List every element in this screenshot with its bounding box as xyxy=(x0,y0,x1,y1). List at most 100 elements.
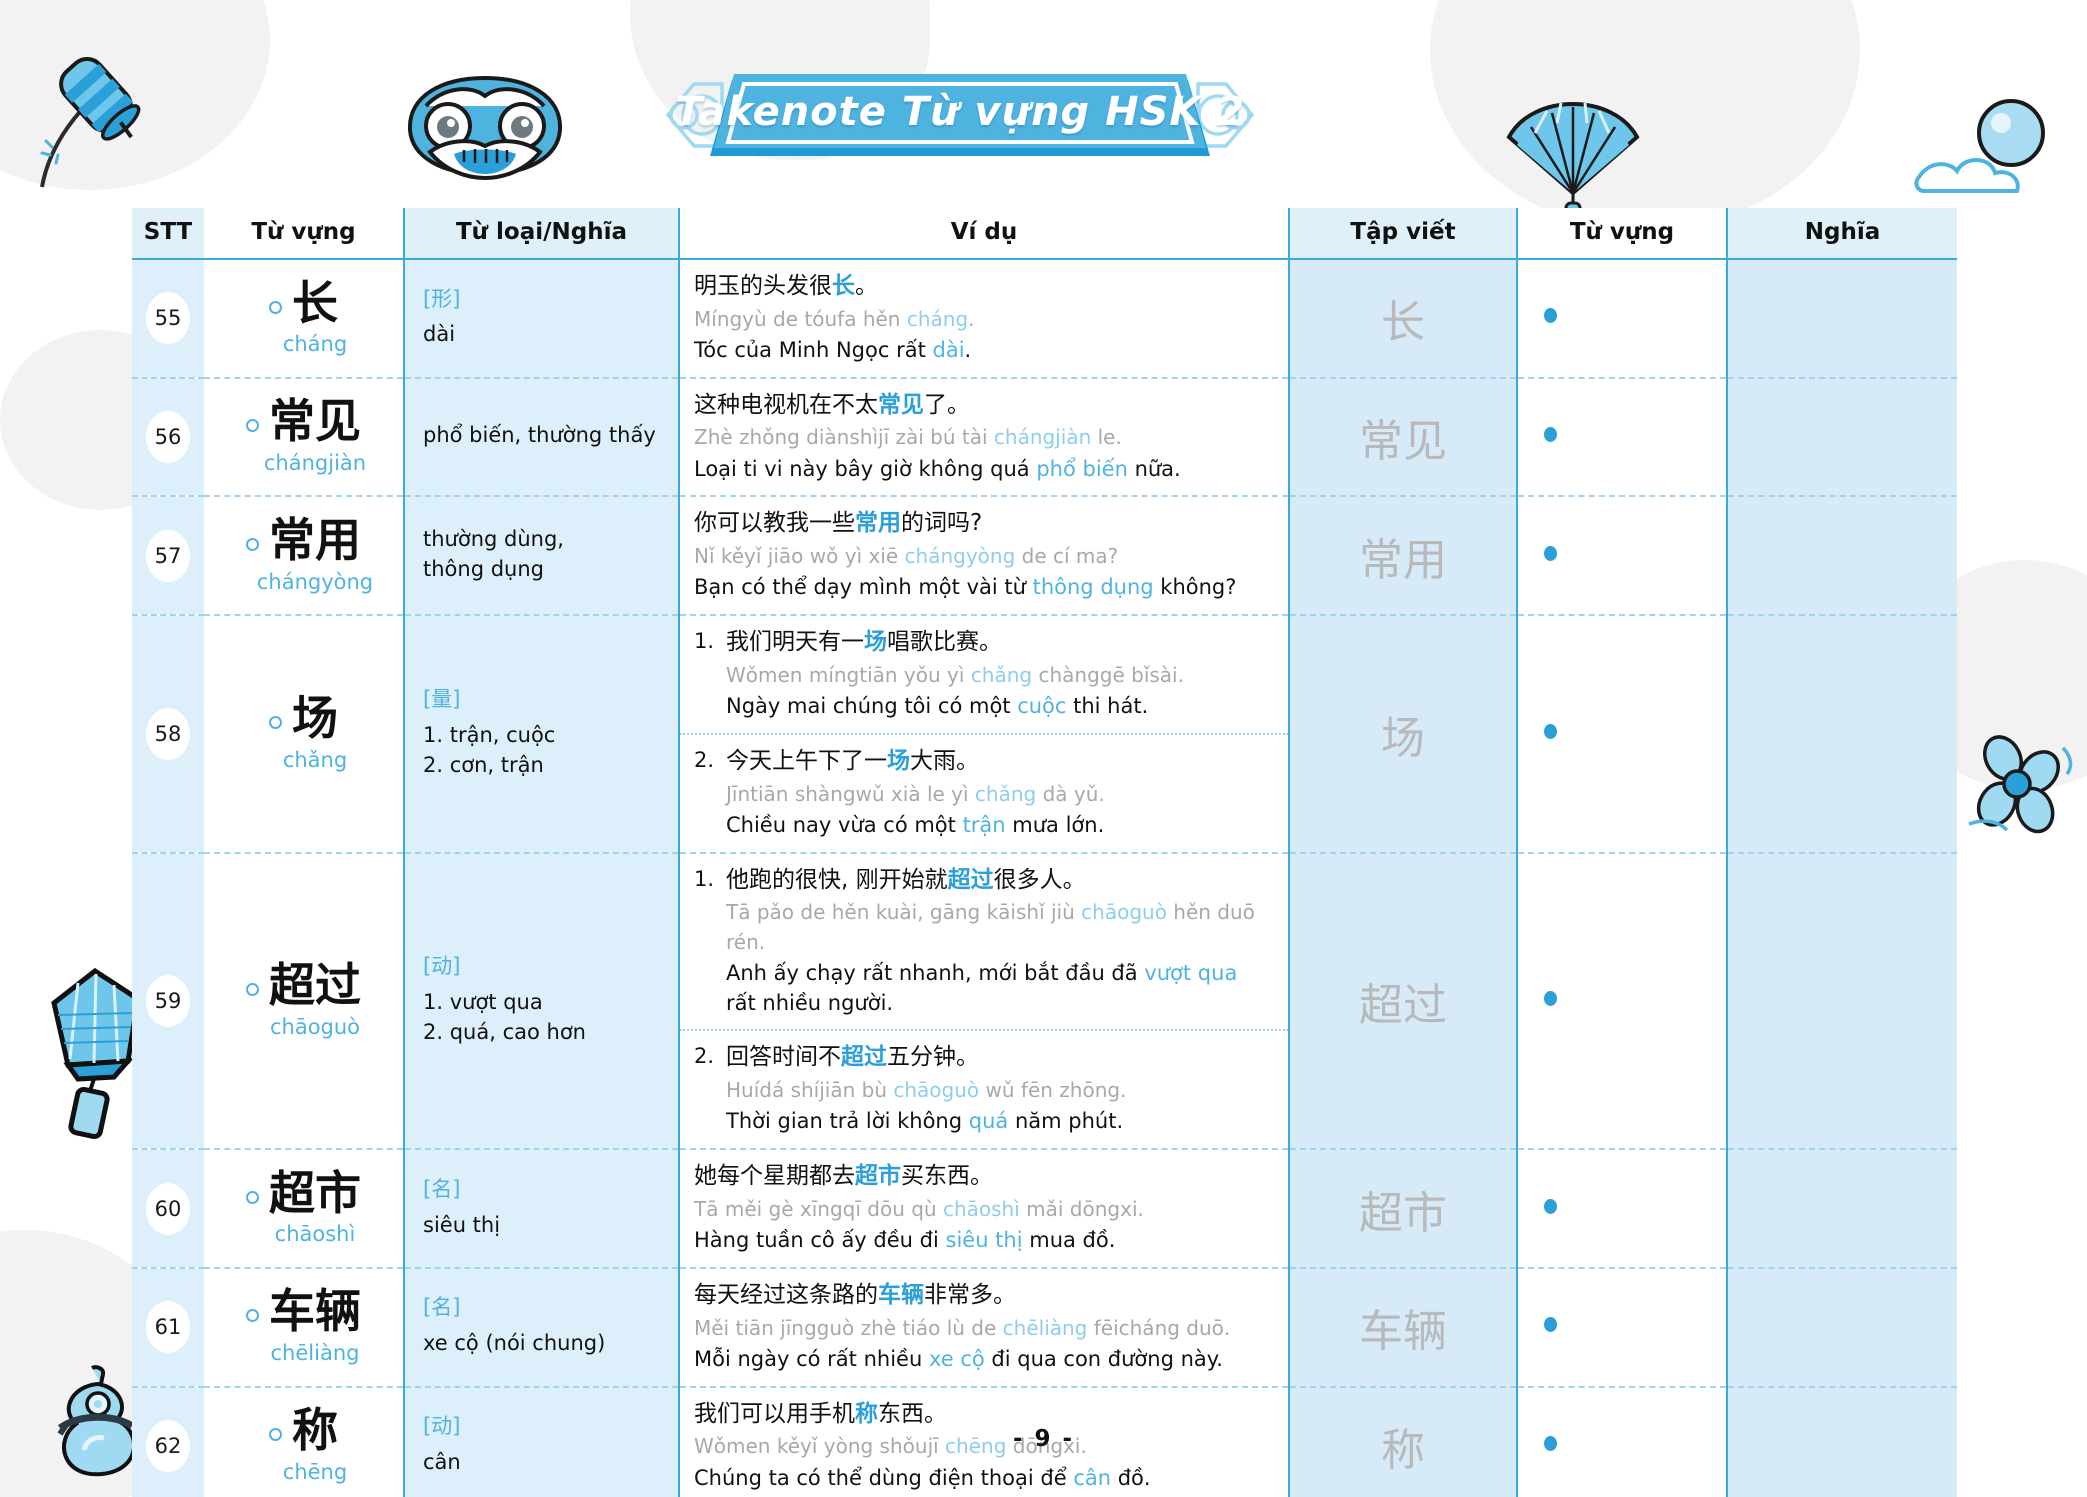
example-cell: 这种电视机在不太常见了。 Zhè zhǒng diànshìjī zài bú … xyxy=(678,377,1290,498)
bullet-icon xyxy=(1544,1435,1557,1451)
ghost-hanzi: 车辆 xyxy=(1359,1306,1447,1358)
example-pinyin: Zhè zhǒng diànshìjī zài bú tài chángjiàn… xyxy=(694,425,1122,450)
example-block: 每天经过这条路的车辆非常多。 Měi tiān jīngguò zhè tiáo… xyxy=(680,1269,1288,1386)
vocabulary-word-line: 常用 xyxy=(208,515,399,566)
example-vietnamese: Chiều nay vừa có một trận mưa lớn. xyxy=(726,812,1105,837)
wordtype-meaning-cell: [量] 1. trận, cuộc 2. cơn, trận xyxy=(404,615,679,854)
table-row: 58 场 chǎng [量] 1. trận, cuộc 2. cơn, trận… xyxy=(132,615,1957,854)
background-blob xyxy=(0,0,270,190)
example-vietnamese: Thời gian trả lời không quá năm phút. xyxy=(726,1109,1124,1134)
ghost-hanzi: 长 xyxy=(1381,297,1425,349)
column-header-wordtype-meaning: Từ loại/Nghĩa xyxy=(403,208,679,260)
checkbox-circle-icon[interactable] xyxy=(269,300,282,314)
vocab-table-container: STT Từ vựng Từ loại/Nghĩa Ví dụ Tập viết… xyxy=(132,208,1957,1497)
vocabulary-word-line: 场 xyxy=(208,693,399,744)
table-row: 57 常用 chángyòng thường dùng, thông dụng 你… xyxy=(132,496,1957,617)
example-cell: 她每个星期都去超市买东西。 Tā měi gè xīngqī dōu qù ch… xyxy=(678,1149,1290,1269)
meaning-blank-cell[interactable] xyxy=(1727,852,1957,1151)
vocabulary-word-line: 长 xyxy=(208,278,399,329)
meaning-blank-cell[interactable] xyxy=(1727,615,1957,854)
example-number: 2. xyxy=(694,747,715,772)
table-row: 55 长 cháng [形] dài 明玉的头发很长。 Míngyù de tó… xyxy=(132,259,1957,379)
row-number: 58 xyxy=(146,707,190,760)
example-vietnamese: Ngày mai chúng tôi có một cuộc thi hát. xyxy=(726,694,1149,719)
checkbox-circle-icon[interactable] xyxy=(246,1190,259,1204)
checkbox-circle-icon[interactable] xyxy=(246,1309,259,1323)
writing-practice-cell[interactable]: 长 xyxy=(1289,259,1517,379)
row-number-cell: 62 xyxy=(132,1386,204,1497)
row-number-cell: 59 xyxy=(132,852,204,1151)
banner-title: Takenote Từ vựng HSK 2 xyxy=(674,89,1246,135)
ghost-hanzi: 常见 xyxy=(1359,416,1447,468)
bullet-icon xyxy=(1544,427,1557,443)
writing-practice-cell[interactable]: 常见 xyxy=(1289,377,1517,498)
meaning-blank-cell[interactable] xyxy=(1727,259,1957,379)
vocabulary-blank-cell[interactable] xyxy=(1516,615,1728,854)
example-chinese: 我们明天有一场唱歌比赛。 xyxy=(726,629,1002,656)
example-cell: 每天经过这条路的车辆非常多。 Měi tiān jīngguò zhè tiáo… xyxy=(678,1267,1290,1388)
writing-practice-cell[interactable]: 超市 xyxy=(1289,1149,1517,1269)
example-vietnamese: Bạn có thể dạy mình một vài từ thông dụn… xyxy=(694,575,1237,600)
vocabulary-blank-cell[interactable] xyxy=(1516,496,1728,617)
pinyin-text: cháng xyxy=(282,332,348,357)
writing-practice-cell[interactable]: 场 xyxy=(1289,615,1517,854)
meaning-blank-cell[interactable] xyxy=(1727,377,1957,498)
example-vietnamese: Mỗi ngày có rất nhiều xe cộ đi qua con đ… xyxy=(694,1346,1223,1371)
meaning-line: dài xyxy=(423,322,456,347)
row-number: 57 xyxy=(146,529,190,582)
example-pinyin: Huídá shíjiān bù chāoguò wǔ fēn zhōng. xyxy=(726,1078,1127,1103)
example-block: 2. 今天上午下了一场大雨。 Jīntiān shàngwǔ xià le yì… xyxy=(680,732,1288,852)
ghost-hanzi: 超过 xyxy=(1359,979,1447,1031)
background-blob xyxy=(1430,0,1860,230)
bullet-icon xyxy=(1544,1317,1557,1333)
checkbox-circle-icon[interactable] xyxy=(246,419,259,433)
example-block: 这种电视机在不太常见了。 Zhè zhǒng diànshìjī zài bú … xyxy=(680,379,1288,496)
example-body: 你可以教我一些常用的词吗? Nǐ kěyǐ jiāo wǒ yì xiē chá… xyxy=(694,508,1272,603)
lion-dance-head-illustration xyxy=(390,70,580,185)
meaning-blank-cell[interactable] xyxy=(1727,496,1957,617)
writing-practice-cell[interactable]: 超过 xyxy=(1289,852,1517,1151)
example-body: 每天经过这条路的车辆非常多。 Měi tiān jīngguò zhè tiáo… xyxy=(694,1280,1272,1375)
example-pinyin: Jīntiān shàngwǔ xià le yì chǎng dà yǔ. xyxy=(726,781,1105,806)
example-body: 我们明天有一场唱歌比赛。 Wǒmen míngtiān yǒu yì chǎng… xyxy=(726,627,1272,722)
table-row: 61 车辆 chēliàng [名] xe cộ (nói chung) 每天经… xyxy=(132,1267,1957,1388)
part-of-speech: [名] xyxy=(423,1295,461,1320)
meaning-blank-cell[interactable] xyxy=(1727,1149,1957,1269)
example-body: 回答时间不超过五分钟。 Huídá shíjiān bù chāoguò wǔ … xyxy=(726,1042,1272,1137)
row-number-cell: 55 xyxy=(132,259,204,379)
row-number-cell: 61 xyxy=(132,1267,204,1388)
bullet-icon xyxy=(1544,545,1557,561)
row-number-cell: 56 xyxy=(132,377,204,498)
page-number: - 9 - xyxy=(1012,1426,1075,1452)
example-block: 她每个星期都去超市买东西。 Tā měi gè xīngqī dōu qù ch… xyxy=(680,1150,1288,1267)
example-pinyin: Měi tiān jīngguò zhè tiáo lù de chēliàng… xyxy=(694,1315,1231,1340)
vocabulary-blank-cell[interactable] xyxy=(1516,852,1728,1151)
pinyin-text: chēng xyxy=(282,1459,348,1484)
part-of-speech: [形] xyxy=(423,286,461,311)
example-number: 1. xyxy=(694,629,715,654)
row-number: 60 xyxy=(146,1182,190,1235)
checkbox-circle-icon[interactable] xyxy=(269,1428,282,1442)
hanzi-text: 超过 xyxy=(269,958,361,1013)
example-body: 她每个星期都去超市买东西。 Tā měi gè xīngqī dōu qù ch… xyxy=(694,1161,1272,1256)
vocabulary-word-line: 超市 xyxy=(208,1168,399,1219)
vocabulary-blank-cell[interactable] xyxy=(1516,1149,1728,1269)
wordtype-meaning-cell: phổ biến, thường thấy xyxy=(404,377,679,498)
writing-practice-cell[interactable]: 常用 xyxy=(1289,496,1517,617)
pinyin-text: chēliàng xyxy=(270,1341,360,1366)
column-header-stt: STT xyxy=(132,208,204,260)
vocabulary-cell: 超过 chāoguò xyxy=(204,852,405,1151)
writing-practice-cell[interactable]: 车辆 xyxy=(1289,1267,1517,1388)
example-cell: 1. 我们明天有一场唱歌比赛。 Wǒmen míngtiān yǒu yì ch… xyxy=(678,615,1290,854)
meaning-blank-cell[interactable] xyxy=(1727,1267,1957,1388)
pinyin-text: chángjiàn xyxy=(263,450,367,475)
checkbox-circle-icon[interactable] xyxy=(269,716,282,730)
checkbox-circle-icon[interactable] xyxy=(246,983,259,997)
vocabulary-blank-cell[interactable] xyxy=(1516,377,1728,498)
checkbox-circle-icon[interactable] xyxy=(246,538,259,551)
example-cell: 1. 他跑的很快, 刚开始就超过很多人。 Tā pǎo de hěn kuài,… xyxy=(678,852,1290,1151)
vocabulary-blank-cell[interactable] xyxy=(1516,1267,1728,1388)
vocabulary-blank-cell[interactable] xyxy=(1516,259,1728,379)
example-block: 你可以教我一些常用的词吗? Nǐ kěyǐ jiāo wǒ yì xiē chá… xyxy=(680,497,1288,614)
wordtype-meaning-cell: [动] cân xyxy=(404,1386,679,1497)
